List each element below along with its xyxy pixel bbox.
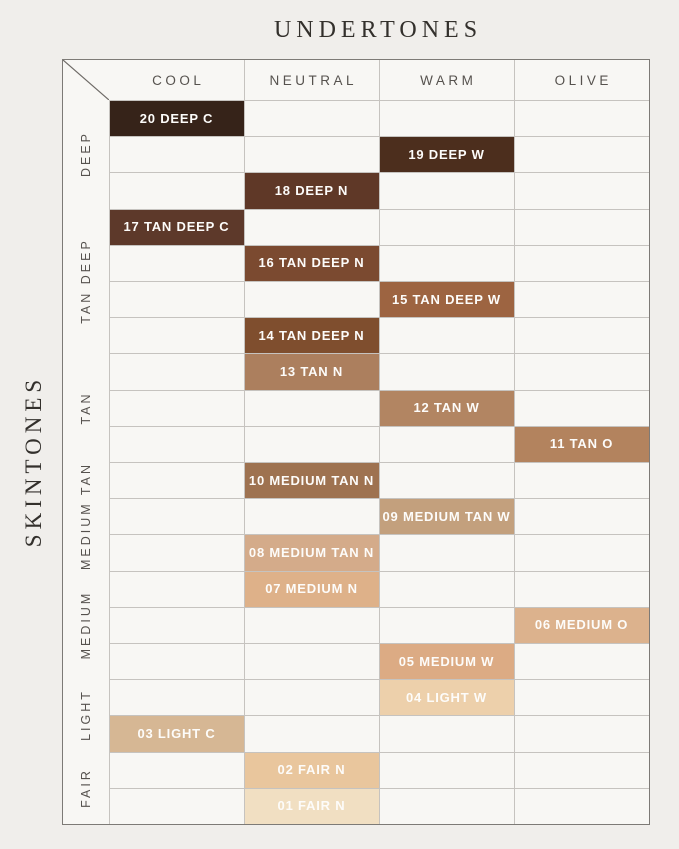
shade-swatch-04-light-w: 04 LIGHT W [379,679,514,716]
row-separator-line [109,317,649,319]
row-separator-line [109,281,649,282]
row-separator-line [109,208,649,210]
row-separator-line [109,353,649,355]
skintone-group-label-fair: FAIR [79,767,93,808]
column-separator-line [514,60,515,824]
row-separator-line [109,534,649,536]
row-separator-line [109,715,649,717]
skintone-group-label-medium: MEDIUM [79,590,93,660]
shade-swatch-09-medium-tan-w: 09 MEDIUM TAN W [379,498,514,535]
skintone-group-label-tan: TAN [79,391,93,425]
row-separator-line [109,244,649,246]
shade-swatch-11-tan-o: 11 TAN O [514,425,649,462]
undertone-column-header-warm: WARM [420,72,477,88]
row-separator-line [109,462,649,463]
undertone-column-header-olive: OLIVE [554,72,612,88]
shade-swatch-16-tan-deep-n: 16 TAN DEEP N [244,244,379,281]
column-separator-line [379,60,380,824]
shade-swatch-12-tan-w: 12 TAN W [379,389,514,426]
shade-swatch-06-medium-o: 06 MEDIUM O [514,606,649,643]
shade-swatch-03-light-c: 03 LIGHT C [109,715,244,752]
shade-swatch-13-tan-n: 13 TAN N [244,353,379,390]
shade-swatch-01-fair-n: 01 FAIR N [244,787,379,824]
shade-swatch-19-deep-w: 19 DEEP W [379,136,514,173]
skintone-group-label-medium-tan: MEDIUM TAN [79,462,93,571]
shade-swatch-07-medium-n: 07 MEDIUM N [244,570,379,607]
row-separator-line [109,570,649,572]
skintone-group-label-tan-deep: TAN DEEP [79,238,93,324]
row-separator-line [109,425,649,427]
shade-swatch-14-tan-deep-n: 14 TAN DEEP N [244,317,379,354]
shade-swatch-20-deep-c: 20 DEEP C [109,100,244,137]
chart-title: UNDERTONES [273,17,483,43]
row-separator-line [109,643,649,644]
undertone-column-header-neutral: NEUTRAL [269,72,357,88]
corner-diagonal-line [63,60,109,100]
skintone-group-label-light: LIGHT [79,689,93,742]
row-separator-line [109,136,649,138]
column-separator-line [244,60,245,824]
row-separator-line [109,389,649,391]
row-separator-line [109,606,649,608]
shade-swatch-10-medium-tan-n: 10 MEDIUM TAN N [244,462,379,499]
grid: 20 DEEP C 19 DEEP W 18 DEEP N 17 TAN DEEP C… [62,59,650,825]
shade-swatch-05-medium-w: 05 MEDIUM W [379,643,514,680]
shade-swatch-02-fair-n: 02 FAIR N [244,751,379,788]
row-separator-line [109,751,649,753]
shade-swatch-17-tan-deep-c: 17 TAN DEEP C [109,208,244,245]
row-separator-line [109,787,649,789]
row-separator-line [109,172,649,174]
shade-swatch-08-medium-tan-n: 08 MEDIUM TAN N [244,534,379,571]
undertone-column-header-cool: COOL [152,72,205,88]
shade-swatch-18-deep-n: 18 DEEP N [244,172,379,209]
skintone-group-label-deep: DEEP [79,131,93,178]
shade-swatch-15-tan-deep-w: 15 TAN DEEP W [379,281,514,318]
header-separator-line [109,100,649,101]
skintones-axis-label: SKINTONES [21,374,46,548]
row-separator-line [109,498,649,500]
row-separator-line [109,679,649,681]
